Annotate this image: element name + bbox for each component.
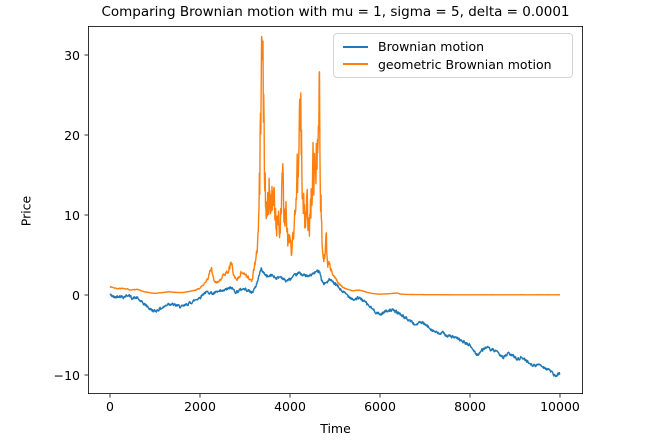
y-tick-label: 30 xyxy=(64,47,80,63)
y-tick-label: 20 xyxy=(64,127,80,143)
y-tick-label: 10 xyxy=(64,207,80,223)
x-tick-label: 8000 xyxy=(454,399,486,414)
x-tick-label: 0 xyxy=(106,399,114,414)
y-axis-label: Price xyxy=(18,195,34,227)
x-tick-label: 6000 xyxy=(364,399,396,414)
legend-line-sample-blue xyxy=(343,45,368,48)
chart-title: Comparing Brownian motion with mu = 1, s… xyxy=(101,4,570,20)
x-tick-label: 4000 xyxy=(274,399,306,414)
plot-frame xyxy=(88,25,584,395)
legend-entry-geometric-brownian: geometric Brownian motion xyxy=(343,56,564,74)
legend: Brownian motion geometric Brownian motio… xyxy=(333,33,573,78)
x-tick-label: 2000 xyxy=(184,399,216,414)
legend-entry-brownian: Brownian motion xyxy=(343,38,564,56)
geometric-brownian-motion-line xyxy=(109,35,561,296)
y-tick-label: −10 xyxy=(53,367,80,383)
legend-line-sample-orange xyxy=(343,63,368,66)
brownian-motion-line xyxy=(109,267,561,378)
legend-label: Brownian motion xyxy=(378,39,485,55)
y-tick-label: 0 xyxy=(72,287,80,303)
legend-label: geometric Brownian motion xyxy=(378,56,552,72)
x-axis-label: Time xyxy=(320,421,351,436)
x-tick-label: 10000 xyxy=(540,399,580,414)
